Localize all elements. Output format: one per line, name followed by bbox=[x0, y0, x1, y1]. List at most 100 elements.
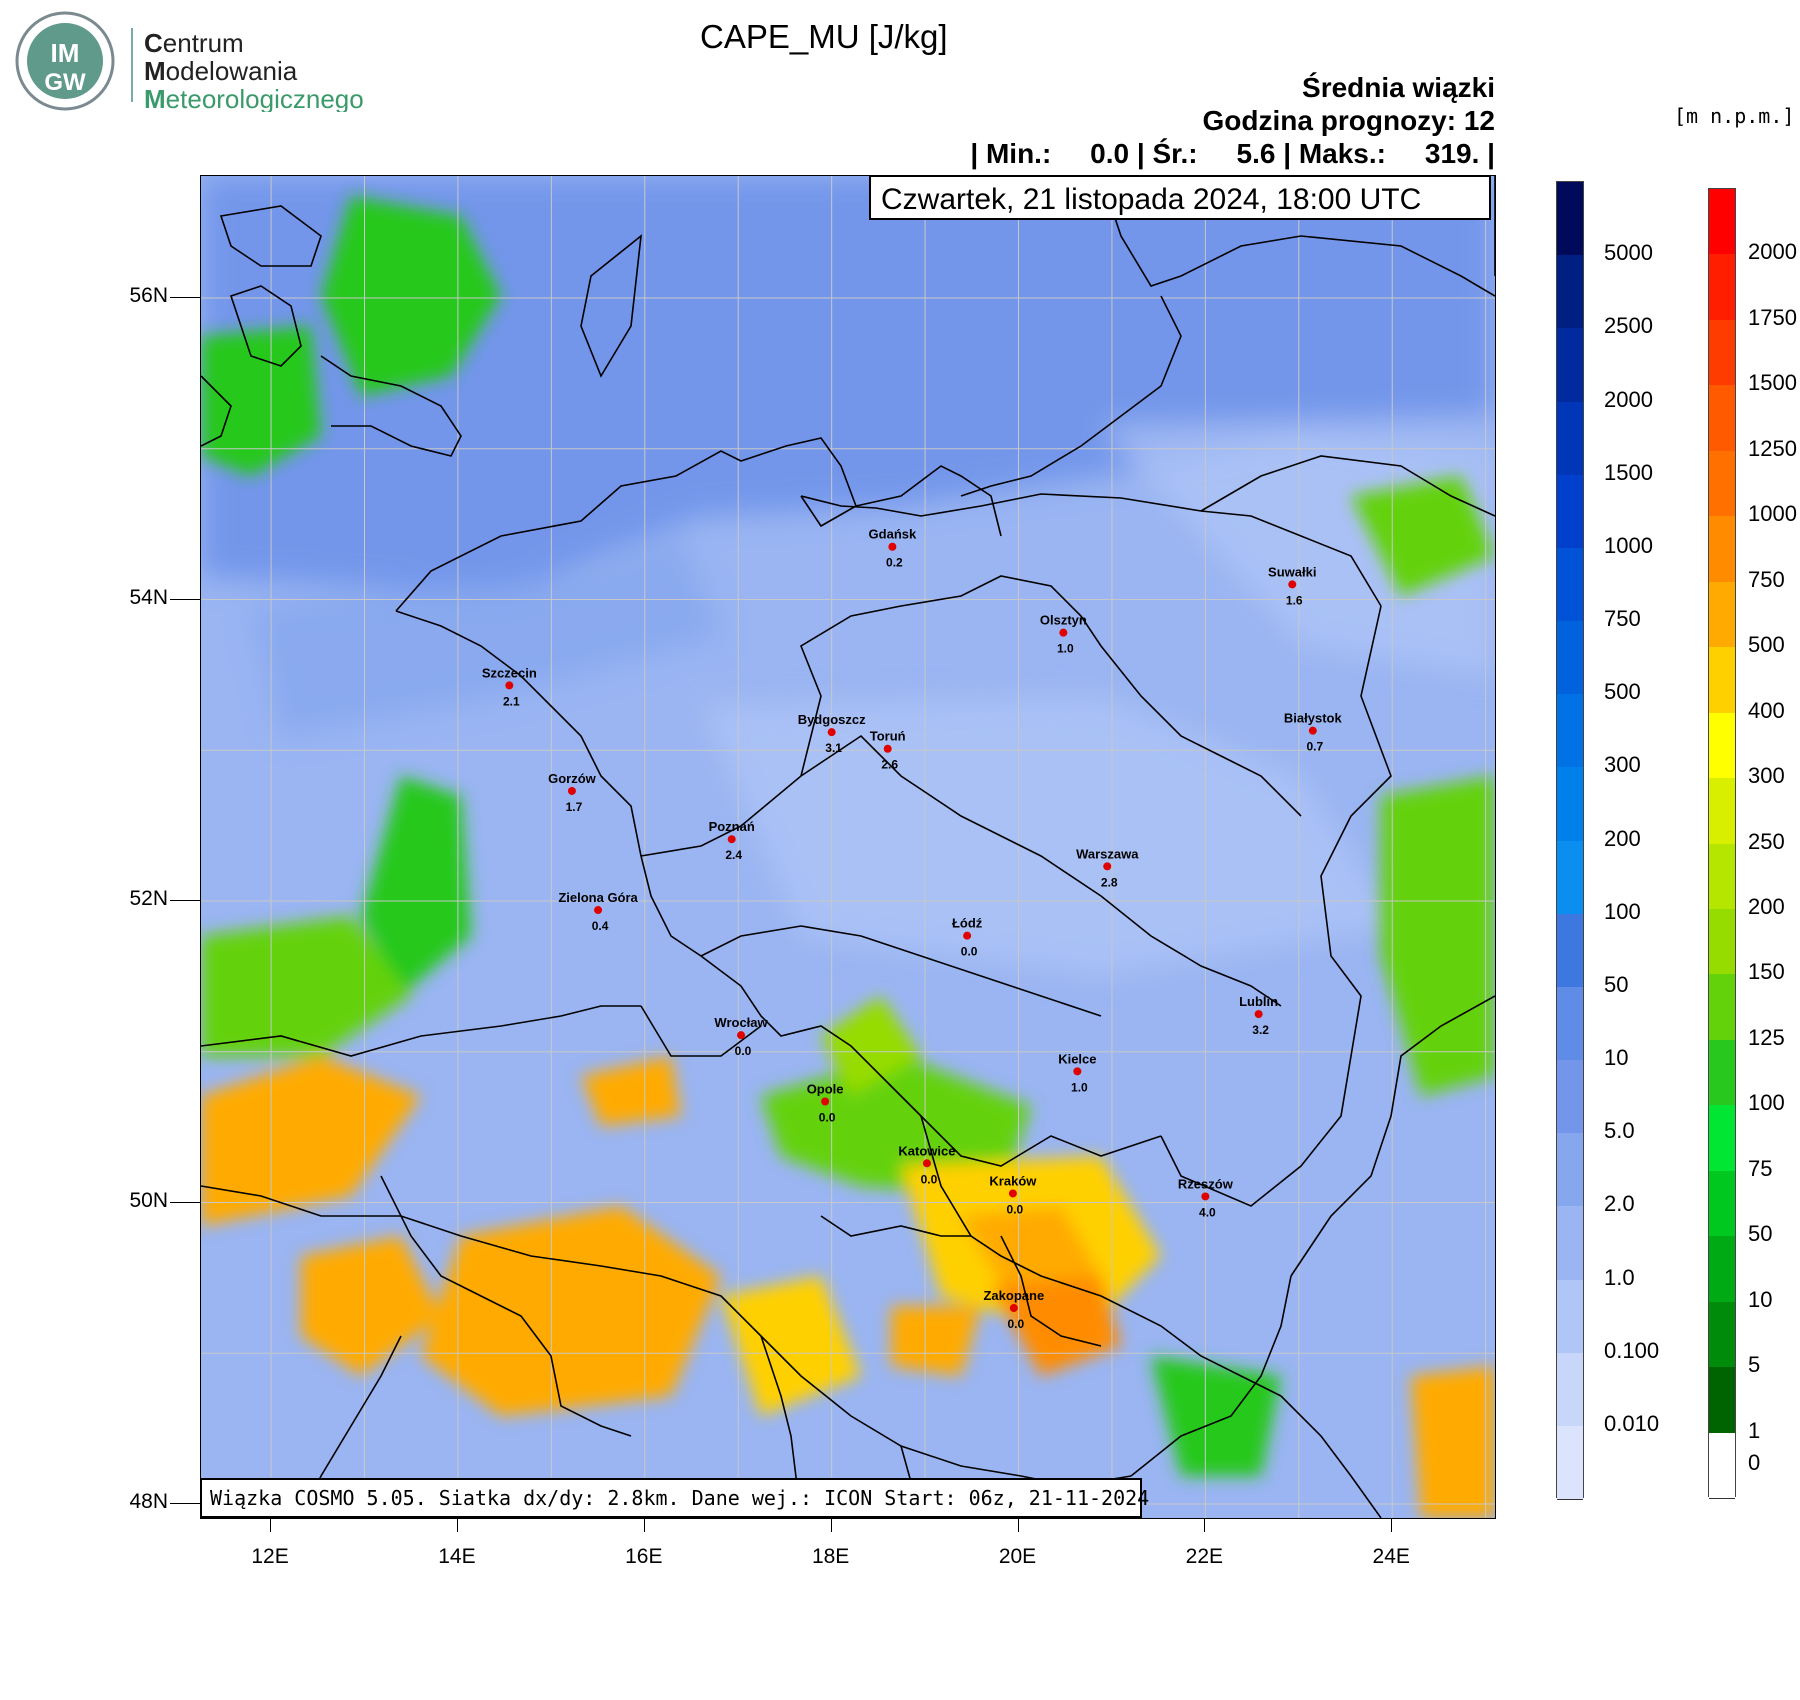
colorbar-segment bbox=[1709, 1301, 1735, 1369]
lon-label: 12E bbox=[251, 1545, 289, 1568]
lat-label: 54N bbox=[129, 585, 168, 609]
colorbar-segment bbox=[1557, 328, 1583, 403]
colorbar-label: 200 bbox=[1748, 893, 1785, 919]
logo-l3-initial: M bbox=[144, 84, 166, 112]
colorbar-label: 1750 bbox=[1748, 304, 1797, 330]
colorbar-label: 400 bbox=[1748, 697, 1785, 723]
colorbar-strip bbox=[1708, 188, 1736, 1500]
city-name: Łódź bbox=[952, 916, 983, 931]
colorbar-segment bbox=[1557, 1425, 1583, 1501]
city-dot bbox=[1201, 1192, 1210, 1201]
city-marker: Zakopane 0.0 bbox=[983, 1288, 1044, 1331]
city-name: Rzeszów bbox=[1178, 1176, 1234, 1191]
lon-label: 22E bbox=[1185, 1545, 1224, 1568]
colorbar-label: 1 bbox=[1748, 1417, 1761, 1443]
city-value: 3.2 bbox=[1252, 1023, 1269, 1037]
graticule bbox=[201, 176, 1495, 1518]
colorbar-segment bbox=[1557, 1279, 1583, 1355]
colorbar-label: 10 bbox=[1748, 1286, 1773, 1312]
city-value: 1.7 bbox=[566, 800, 583, 814]
city-value: 1.0 bbox=[1057, 642, 1074, 656]
colorbar-segment bbox=[1709, 778, 1735, 845]
svg-text:Centrum: Centrum bbox=[144, 28, 244, 58]
lat-tick bbox=[170, 900, 200, 901]
city-name: Opole bbox=[807, 1081, 844, 1096]
city-marker: Rzeszów 4.0 bbox=[1178, 1176, 1234, 1219]
city-marker: Łódź 0.0 bbox=[952, 916, 983, 959]
lon-label: 24E bbox=[1372, 1545, 1410, 1568]
logo-l1-rest: entrum bbox=[163, 28, 244, 58]
colorbar-segment bbox=[1709, 319, 1735, 387]
colorbar-label: 0.010 bbox=[1604, 1410, 1660, 1436]
colorbar-segment bbox=[1557, 1060, 1583, 1135]
city-name: Gdańsk bbox=[869, 527, 917, 542]
city-value: 0.4 bbox=[592, 919, 609, 933]
colorbar-label: 500 bbox=[1748, 632, 1785, 658]
city-value: 4.0 bbox=[1199, 1205, 1216, 1219]
city-marker: Gdańsk 0.2 bbox=[869, 527, 917, 570]
city-value: 2.1 bbox=[503, 694, 520, 708]
city-value: 0.0 bbox=[1007, 1202, 1024, 1216]
footer-info: Wiązka COSMO 5.05. Siatka dx/dy: 2.8km. … bbox=[200, 1478, 1149, 1518]
city-name: Zakopane bbox=[983, 1288, 1044, 1303]
city-dot bbox=[1103, 862, 1112, 871]
city-name: Kielce bbox=[1058, 1051, 1096, 1066]
colorbar-label: 50 bbox=[1604, 971, 1629, 997]
colorbar-label: 2000 bbox=[1604, 386, 1653, 412]
colorbar-label: 5000 bbox=[1604, 240, 1653, 266]
colorbar-label: 1250 bbox=[1748, 435, 1797, 461]
colorbar-segment bbox=[1557, 474, 1583, 550]
colorbar-label: 300 bbox=[1748, 763, 1785, 789]
city-marker: Kraków 0.0 bbox=[989, 1173, 1037, 1216]
lon-tick bbox=[456, 1518, 458, 1532]
lon-label: 14E bbox=[438, 1545, 476, 1568]
city-value: 2.8 bbox=[1101, 875, 1118, 889]
city-name: Gorzów bbox=[548, 771, 597, 786]
city-marker: Szczecin 2.1 bbox=[482, 665, 537, 708]
elevation-unit: [m n.p.m.] bbox=[1674, 104, 1795, 128]
city-value: 0.7 bbox=[1306, 740, 1323, 754]
city-dot bbox=[1008, 1189, 1017, 1198]
city-dot bbox=[1308, 726, 1317, 735]
colorbar-segment bbox=[1709, 1105, 1735, 1173]
colorbar-segment bbox=[1709, 1432, 1735, 1500]
colorbar-segment bbox=[1709, 974, 1735, 1042]
map-title: CAPE_MU [J/kg] bbox=[700, 18, 948, 55]
city-marker: Białystok 0.7 bbox=[1284, 711, 1343, 754]
city-name: Poznań bbox=[709, 819, 755, 834]
colorbar-segment bbox=[1557, 547, 1583, 623]
svg-text:Modelowania: Modelowania bbox=[144, 56, 298, 86]
city-value: 0.0 bbox=[1007, 1317, 1024, 1331]
city-dot bbox=[883, 744, 892, 753]
city-value: 0.2 bbox=[886, 556, 903, 570]
colorbar-segment bbox=[1557, 182, 1583, 257]
city-value: 2.4 bbox=[725, 848, 742, 862]
colorbar-segment bbox=[1557, 694, 1583, 769]
city-name: Szczecin bbox=[482, 665, 537, 680]
city-value: 3.1 bbox=[825, 741, 842, 755]
lon-label: 20E bbox=[998, 1545, 1037, 1568]
colorbar-label: 250 bbox=[1748, 828, 1785, 854]
city-name: Suwałki bbox=[1268, 564, 1316, 579]
city-value: 0.0 bbox=[921, 1172, 938, 1186]
colorbar-segment bbox=[1557, 1133, 1583, 1208]
city-marker: Bydgoszcz 3.1 bbox=[798, 712, 866, 755]
city-marker: Opole 0.0 bbox=[807, 1081, 844, 1124]
city-name: Zielona Góra bbox=[558, 890, 638, 905]
colorbar-label: 2500 bbox=[1604, 313, 1653, 339]
colorbar-label: 5 bbox=[1748, 1352, 1761, 1378]
colorbar-label: 1500 bbox=[1604, 459, 1653, 485]
city-dot bbox=[888, 542, 897, 551]
subtitle-forecast-hour: Godzina prognozy: 12 bbox=[1202, 105, 1495, 136]
colorbar-label: 2000 bbox=[1748, 239, 1797, 265]
logo-l1-initial: C bbox=[144, 28, 163, 58]
city-value: 0.0 bbox=[961, 945, 978, 959]
colorbar-label: 0 bbox=[1748, 1450, 1761, 1476]
colorbar-segment bbox=[1709, 843, 1735, 911]
colorbar-label: 750 bbox=[1604, 606, 1641, 631]
lon-tick bbox=[1017, 1518, 1019, 1532]
city-marker: Zielona Góra 0.4 bbox=[558, 890, 638, 933]
city-name: Toruń bbox=[870, 729, 906, 744]
city-marker: Poznań 2.4 bbox=[709, 819, 755, 862]
city-markers: Gdańsk 0.2 Olsztyn 1.0 Suwałki 1.6 Szczecin 2.1… bbox=[482, 527, 1343, 1331]
